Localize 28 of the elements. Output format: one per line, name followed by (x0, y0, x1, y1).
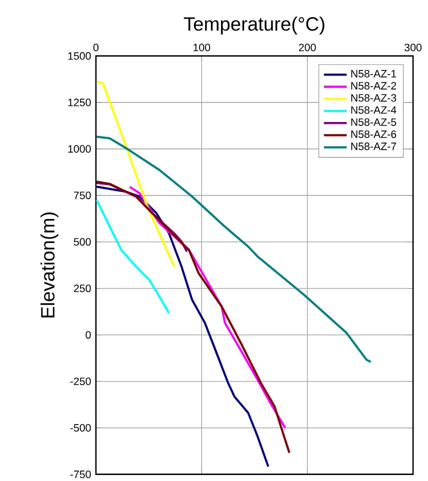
y-tick-label: 250 (74, 284, 91, 292)
y-tick-label: -750 (70, 470, 91, 478)
y-tick-label: 1500 (68, 52, 91, 60)
y-tick-label: 1250 (68, 98, 91, 106)
legend-label: N58-AZ-3 (351, 94, 396, 102)
legend-label: N58-AZ-6 (351, 130, 396, 138)
y-tick-label: -500 (70, 424, 91, 432)
line-series (96, 186, 270, 468)
line-series (96, 198, 170, 314)
legend-label: N58-AZ-1 (351, 70, 396, 78)
y-axis-title: Elevation(m) (40, 212, 58, 318)
y-tick-label: 0 (86, 331, 91, 339)
legend-label: N58-AZ-2 (351, 82, 396, 90)
legend-label: N58-AZ-4 (351, 106, 396, 114)
y-tick-label: 750 (74, 192, 91, 200)
x-axis-title: Temperature(°C) (184, 16, 324, 35)
line-series (96, 80, 176, 268)
x-tick-label: 0 (94, 44, 99, 52)
x-tick-label: 300 (404, 44, 422, 52)
x-tick-label: 100 (194, 44, 210, 52)
y-tick-label: -250 (70, 378, 91, 386)
legend-label: N58-AZ-7 (351, 142, 396, 150)
x-tick-label: 200 (299, 44, 316, 52)
legend-label: N58-AZ-5 (351, 118, 396, 126)
y-tick-label: 500 (74, 238, 91, 246)
line-series (128, 186, 286, 429)
line-series (96, 180, 291, 454)
y-tick-label: 1000 (68, 145, 91, 153)
